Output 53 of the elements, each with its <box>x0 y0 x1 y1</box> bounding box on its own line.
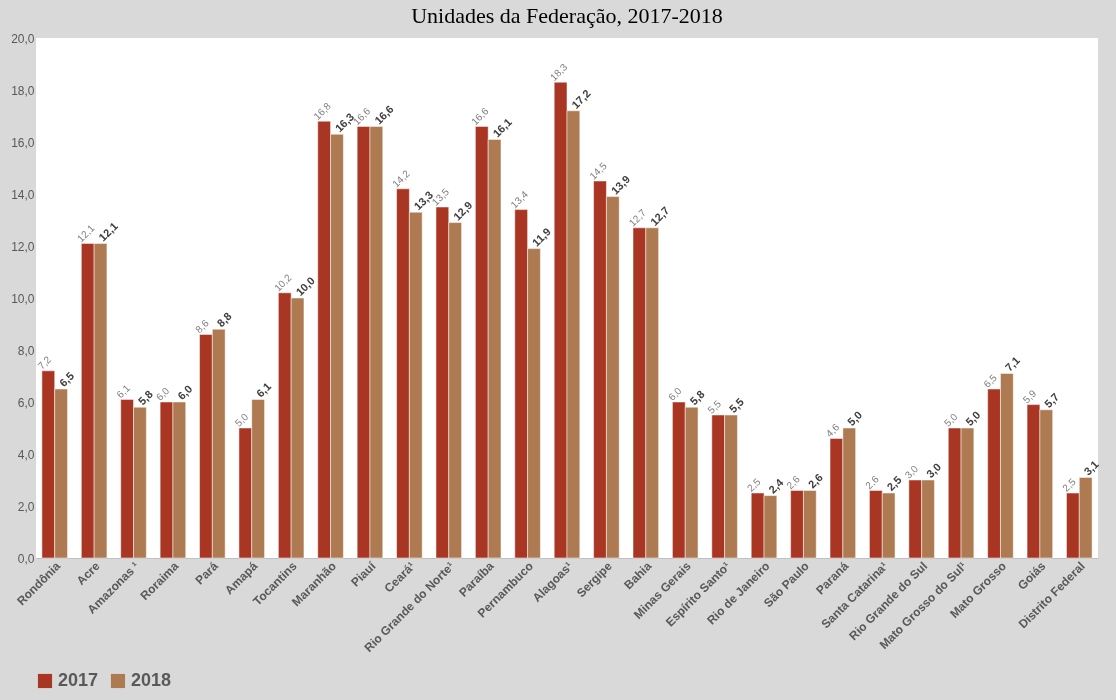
legend-label: 2017 <box>58 670 99 690</box>
data-label: 5,8 <box>687 387 707 408</box>
data-label: 16,6 <box>469 105 491 128</box>
data-label: 2,6 <box>784 473 803 492</box>
data-label: 4,6 <box>823 421 842 440</box>
data-label: 3,1 <box>1081 458 1101 478</box>
data-label: 5,0 <box>845 408 865 428</box>
data-label: 2,5 <box>884 473 904 493</box>
data-label: 6,5 <box>56 369 77 389</box>
data-label: 2,5 <box>744 475 763 494</box>
data-label: 16,8 <box>311 100 334 122</box>
data-label: 5,9 <box>1020 387 1039 406</box>
data-label: 2,4 <box>766 475 787 496</box>
data-label: 5,8 <box>135 387 155 408</box>
data-label: 12,1 <box>74 222 97 245</box>
y-tick-label: 14,0 <box>11 187 35 202</box>
y-tick-label: 2,0 <box>17 499 35 514</box>
data-label: 5,7 <box>1042 390 1062 410</box>
y-tick-label: 12,0 <box>11 239 35 254</box>
y-tick-label: 4,0 <box>17 447 35 462</box>
data-label: 6,1 <box>114 382 133 401</box>
y-tick-label: 18,0 <box>11 83 35 98</box>
data-label: 5,0 <box>941 410 960 429</box>
data-label: 10,2 <box>272 271 294 294</box>
data-label: 6,0 <box>153 384 172 403</box>
data-label: 2,6 <box>805 471 825 491</box>
data-label: 7,1 <box>1002 354 1022 374</box>
data-label: 6,5 <box>981 371 1000 390</box>
data-label: 6,0 <box>175 382 195 402</box>
data-label: 18,3 <box>547 61 570 83</box>
data-label: 5,0 <box>232 410 251 429</box>
data-label: 5,5 <box>705 397 724 416</box>
data-label: 6,1 <box>253 380 274 400</box>
legend-label: 2018 <box>131 670 172 690</box>
data-label: 6,0 <box>666 384 685 403</box>
data-label: 2,6 <box>863 473 882 492</box>
y-tick-label: 6,0 <box>17 395 35 410</box>
data-label: 8,8 <box>214 309 234 330</box>
data-label: 14,2 <box>390 167 413 190</box>
data-label: 16,1 <box>490 115 514 140</box>
data-label: 5,5 <box>726 395 747 415</box>
data-label: 8,6 <box>193 317 212 336</box>
data-label: 3,0 <box>902 462 921 481</box>
y-tick-label: 10,0 <box>11 291 35 306</box>
data-label: 5,0 <box>963 408 983 428</box>
y-tick-label: 20,0 <box>11 31 35 46</box>
y-tick-label: 8,0 <box>17 343 35 358</box>
data-label: 2,5 <box>1060 475 1079 494</box>
y-tick-label: 16,0 <box>11 135 35 150</box>
data-label: 7,2 <box>35 353 54 372</box>
y-tick-label: 0,0 <box>17 551 35 566</box>
data-label: 3,0 <box>923 460 944 480</box>
chart-title: Unidades da Federação, 2017-2018 <box>411 3 723 28</box>
